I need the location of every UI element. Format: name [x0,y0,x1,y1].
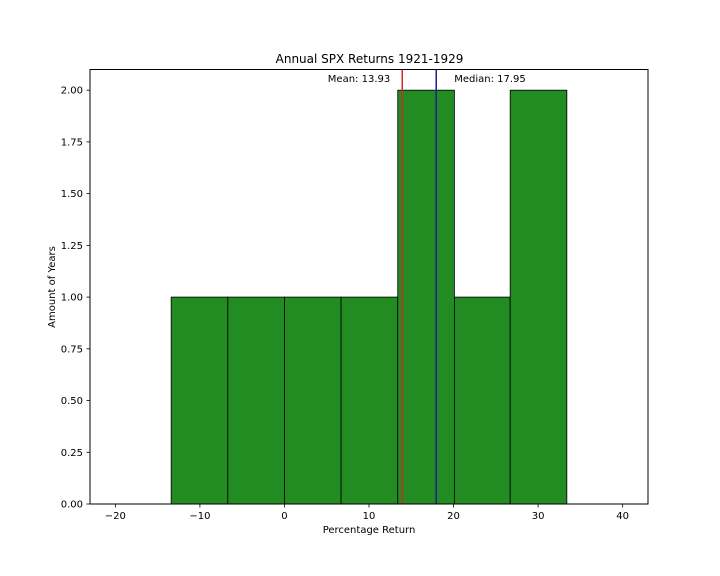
y-tick-label: 2.00 [61,86,83,97]
histogram-bar-4 [340,296,399,505]
y-axis-ticks: 0.00 0.25 0.50 0.75 1.00 1.25 1.50 1.75 2.00 [61,86,90,511]
y-tick-label: 0.50 [61,396,83,407]
x-tick-label: 0 [281,511,287,522]
y-tick-label: 1.00 [61,293,83,304]
x-axis-label: Percentage Return [323,525,416,536]
histogram-bar-2 [227,296,285,505]
x-tick-label: 20 [447,511,460,522]
x-tick-label: 40 [616,511,629,522]
y-tick-label: 0.25 [61,448,83,459]
y-tick-label: 0.00 [61,500,83,511]
histogram-bar-7 [509,89,568,505]
x-tick-label: −20 [105,511,126,522]
x-axis-ticks: −20 −10 0 10 20 30 40 [105,504,629,522]
chart-title: Annual SPX Returns 1921-1929 [276,52,464,66]
histogram-bar-6 [453,296,511,505]
histogram-bar-1 [170,296,229,505]
y-axis-label: Amount of Years [47,246,58,328]
median-annotation: Median: 17.95 [454,74,526,85]
reference-lines-layer: Mean: 13.93 Median: 17.95 [328,69,526,504]
y-tick-label: 1.75 [61,137,83,148]
x-tick-label: 30 [532,511,545,522]
histogram-bar-3 [284,296,342,505]
y-tick-label: 1.25 [61,241,83,252]
x-tick-label: 10 [363,511,376,522]
x-tick-label: −10 [189,511,210,522]
bars-layer [170,89,568,505]
y-tick-label: 1.50 [61,189,83,200]
mean-annotation: Mean: 13.93 [328,74,390,85]
y-tick-label: 0.75 [61,344,83,355]
histogram-bar-5 [397,89,455,505]
